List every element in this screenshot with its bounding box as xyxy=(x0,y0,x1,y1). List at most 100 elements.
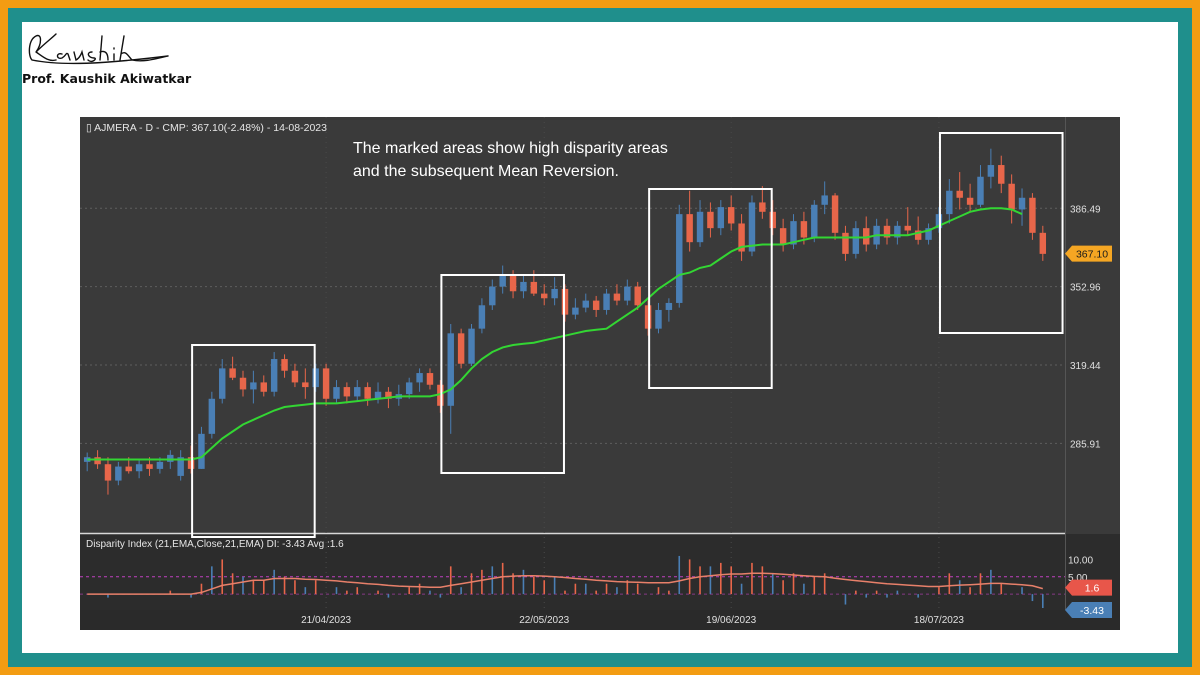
candle-body xyxy=(426,373,434,385)
candle-body xyxy=(374,391,382,399)
candle-body xyxy=(842,232,849,254)
axis-badges: 367.10 1.6 -3.43 xyxy=(1065,245,1112,619)
candle-body xyxy=(270,359,278,392)
candle-body xyxy=(405,382,413,395)
candle-body xyxy=(187,457,195,469)
candle-body xyxy=(146,464,153,469)
candle-body xyxy=(634,286,641,306)
candle-body xyxy=(769,211,776,229)
candle-body xyxy=(935,214,943,229)
indicator-label: Disparity Index (21,EMA,Close,21,EMA) DI… xyxy=(86,539,344,550)
candle-body xyxy=(354,387,361,397)
ema-series xyxy=(87,207,1023,461)
candle-body xyxy=(229,368,236,378)
candle-body xyxy=(603,293,610,310)
highlight-box xyxy=(938,132,1064,334)
candle-body xyxy=(811,204,818,238)
indicator-tick-label: 5.00 xyxy=(1068,573,1088,584)
chart-header: ▯ AJMERA - D - CMP: 367.10(-2.48%) - 14-… xyxy=(86,122,327,134)
candle-body xyxy=(333,387,340,399)
avg-badge-shape xyxy=(1065,579,1112,596)
candle-body xyxy=(748,202,756,252)
candle-body xyxy=(686,214,693,243)
candle-body xyxy=(291,370,299,383)
price-chart: 386.49 352.96 319.44 285.91 21/04/2023 22/05… xyxy=(80,117,1120,630)
highlight-box xyxy=(648,188,773,389)
x-tick-label: 22/05/2023 xyxy=(519,615,569,626)
candle-body xyxy=(302,382,309,388)
indicator-tick-label: 10.00 xyxy=(1068,555,1093,566)
candle-body xyxy=(561,288,569,315)
candle-body xyxy=(655,309,662,329)
candle-body xyxy=(167,454,174,462)
x-gridlines xyxy=(325,117,940,610)
candle-body xyxy=(1008,183,1015,210)
candle-body xyxy=(779,228,787,245)
candle-body xyxy=(790,221,797,245)
candle-body xyxy=(925,228,932,240)
candle-body xyxy=(717,207,725,229)
candle-body xyxy=(260,382,267,392)
candle-body xyxy=(437,384,444,406)
candle-body xyxy=(1039,232,1047,254)
di-badge-text: -3.43 xyxy=(1080,605,1104,617)
candle-body xyxy=(956,190,963,198)
candle-body xyxy=(831,195,839,233)
x-tick-label: 21/04/2023 xyxy=(301,615,351,626)
annotation-line-1: The marked areas show high disparity are… xyxy=(353,140,668,157)
candlestick-series xyxy=(83,148,1047,495)
price-tick-label: 319.44 xyxy=(1070,361,1101,372)
candle-body xyxy=(125,466,132,472)
annotation-line-2: and the subsequent Mean Reversion. xyxy=(353,163,619,180)
candle-body xyxy=(738,223,745,252)
candle-body xyxy=(104,464,112,481)
candle-body xyxy=(312,368,319,388)
candle-body xyxy=(572,307,579,315)
candle-body xyxy=(541,293,548,299)
last-price-badge-shape xyxy=(1065,245,1112,262)
candle-body xyxy=(509,274,517,292)
candle-body xyxy=(665,302,673,310)
candle-body xyxy=(644,305,652,329)
last-price-badge-text: 367.10 xyxy=(1076,249,1108,261)
candle-body xyxy=(551,288,558,299)
candle-body xyxy=(489,286,496,306)
candle-body xyxy=(239,377,247,390)
candle-body xyxy=(115,466,122,481)
candle-body xyxy=(904,225,911,231)
price-tick-label: 386.49 xyxy=(1070,204,1101,215)
candle-body xyxy=(447,333,454,406)
candle-body xyxy=(520,281,527,292)
candle-body xyxy=(987,165,995,177)
candle-body xyxy=(385,391,392,399)
chart-container: 386.49 352.96 319.44 285.91 21/04/2023 22/05… xyxy=(80,117,1120,630)
candle-body xyxy=(250,382,257,390)
highlight-boxes xyxy=(191,132,1064,538)
candle-body xyxy=(177,457,184,476)
avg-badge-text: 1.6 xyxy=(1085,583,1100,595)
candle-body xyxy=(966,197,974,205)
candle-body xyxy=(592,300,600,310)
highlight-box xyxy=(440,274,565,474)
candle-body xyxy=(894,225,901,238)
candle-body xyxy=(946,190,953,215)
candle-body xyxy=(821,195,828,205)
price-tick-label: 285.91 xyxy=(1070,439,1101,450)
candle-body xyxy=(322,368,330,399)
candle-body xyxy=(800,221,808,238)
candle-body xyxy=(478,305,486,329)
candle-body xyxy=(364,387,371,399)
candle-body xyxy=(219,368,226,399)
candle-body xyxy=(281,359,288,371)
indicator-average-line xyxy=(87,572,1043,595)
candle-body xyxy=(914,230,922,240)
x-axis-strip xyxy=(80,610,1120,630)
candle-body xyxy=(852,228,860,254)
candle-body xyxy=(676,214,683,303)
ema-line xyxy=(87,207,1023,461)
candle-body xyxy=(977,176,984,205)
candle-body xyxy=(696,211,704,243)
x-tick-label: 18/07/2023 xyxy=(914,615,964,626)
candle-body xyxy=(1029,197,1036,233)
price-gridlines xyxy=(80,207,1065,444)
